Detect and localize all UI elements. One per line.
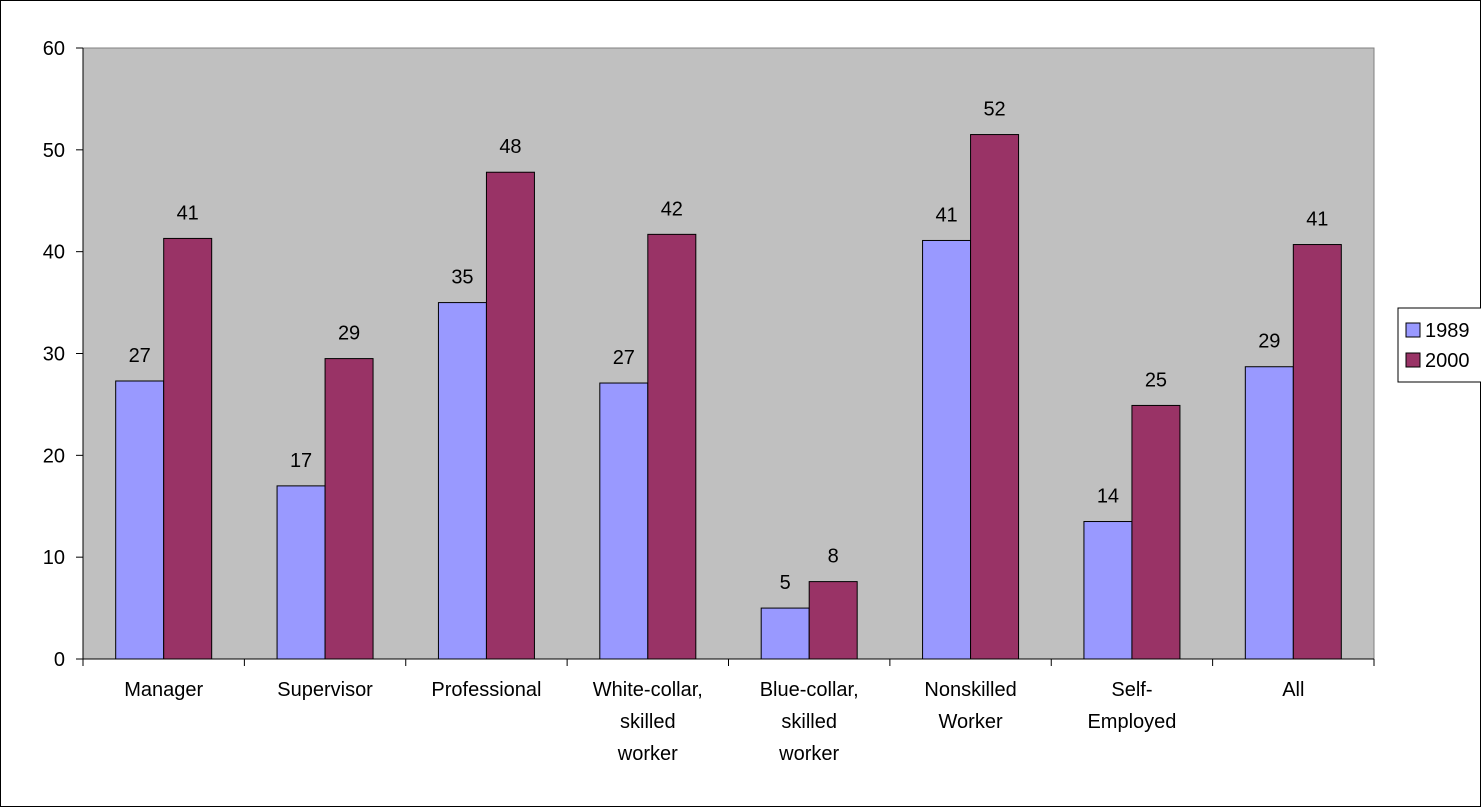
bar-1989-1 — [276, 485, 326, 660]
category-label: Self- Employed — [1087, 679, 1176, 733]
bar-1989-0 — [115, 380, 165, 660]
data-label-2000-1: 29 — [338, 323, 360, 345]
category-label-line: Self- — [1111, 679, 1152, 701]
bar-2000-6 — [1131, 404, 1181, 660]
bar-2000-4 — [808, 581, 858, 660]
data-label-2000-5: 52 — [983, 99, 1005, 121]
category-label-line: skilled — [620, 711, 676, 733]
category-label: White-collar, skilled worker — [593, 679, 703, 765]
category-label-line: Nonskilled — [924, 679, 1016, 701]
bar-1989-6 — [1083, 521, 1133, 660]
data-label-2000-3: 42 — [661, 198, 683, 220]
category-label-line: Professional — [431, 679, 541, 701]
category-label-line: skilled — [781, 711, 837, 733]
y-tick-label: 10 — [43, 547, 65, 569]
legend-swatch-1989 — [1405, 322, 1421, 338]
data-labels-group: 27 17 35 27 5 41 14 29 41 29 48 42 8 52 25 41 — [129, 99, 1329, 595]
bar-1989-7 — [1244, 366, 1294, 660]
legend-box — [1397, 307, 1481, 383]
data-label-1989-1: 17 — [290, 450, 312, 472]
data-label-1989-2: 35 — [451, 267, 473, 289]
legend-swatch-2000 — [1405, 352, 1421, 368]
data-label-1989-3: 27 — [613, 347, 635, 369]
bar-1989-4 — [760, 607, 810, 660]
data-label-2000-0: 41 — [177, 202, 199, 224]
category-label: Blue-collar, skilled worker — [760, 679, 859, 765]
category-label-line: worker — [778, 743, 839, 765]
y-ticks-group: 0 10 20 30 40 50 60 — [43, 38, 83, 671]
y-tick-label: 20 — [43, 445, 65, 467]
data-label-2000-4: 8 — [828, 546, 839, 568]
data-label-2000-2: 48 — [499, 136, 521, 158]
y-tick-label: 30 — [43, 344, 65, 366]
category-label-line: All — [1282, 679, 1304, 701]
category-label: Professional — [431, 679, 541, 701]
data-label-1989-6: 14 — [1097, 486, 1119, 508]
category-label-line: Supervisor — [277, 679, 373, 701]
category-label-line: White-collar, — [593, 679, 703, 701]
bar-2000-3 — [647, 233, 697, 660]
bar-2000-2 — [485, 171, 535, 660]
y-tick-label: 0 — [54, 649, 65, 671]
data-label-1989-0: 27 — [129, 345, 151, 367]
data-label-2000-7: 41 — [1306, 209, 1328, 231]
bar-2000-0 — [163, 237, 213, 660]
category-label-line: Manager — [124, 679, 203, 701]
category-label-line: worker — [617, 743, 678, 765]
bar-2000-7 — [1292, 244, 1342, 660]
category-label-line: Worker — [939, 711, 1003, 733]
y-tick-label: 60 — [43, 38, 65, 60]
category-label: Nonskilled Worker — [924, 679, 1016, 733]
bar-2000-1 — [324, 358, 374, 660]
bar-1989-3 — [599, 382, 649, 660]
y-tick-label: 50 — [43, 140, 65, 162]
category-label-line: Employed — [1087, 711, 1176, 733]
y-tick-label: 40 — [43, 242, 65, 264]
data-label-1989-5: 41 — [935, 204, 957, 226]
bar-2000-5 — [970, 134, 1020, 660]
category-label-line: Blue-collar, — [760, 679, 859, 701]
bar-1989-5 — [922, 239, 972, 660]
category-label: Supervisor — [277, 679, 373, 701]
category-labels-group: Manager Supervisor Professional White-colla… — [124, 679, 1304, 765]
category-label: Manager — [124, 679, 203, 701]
bar-1989-2 — [437, 302, 487, 660]
data-label-2000-6: 25 — [1145, 369, 1167, 391]
legend-label-2000: 2000 — [1425, 350, 1470, 372]
data-label-1989-4: 5 — [780, 572, 791, 594]
bars-group — [115, 134, 1342, 660]
category-label: All — [1282, 679, 1304, 701]
data-label-1989-7: 29 — [1258, 331, 1280, 353]
x-ticks-group — [82, 659, 1375, 666]
legend: 1989 2000 — [1397, 307, 1481, 383]
legend-label-1989: 1989 — [1425, 320, 1470, 342]
